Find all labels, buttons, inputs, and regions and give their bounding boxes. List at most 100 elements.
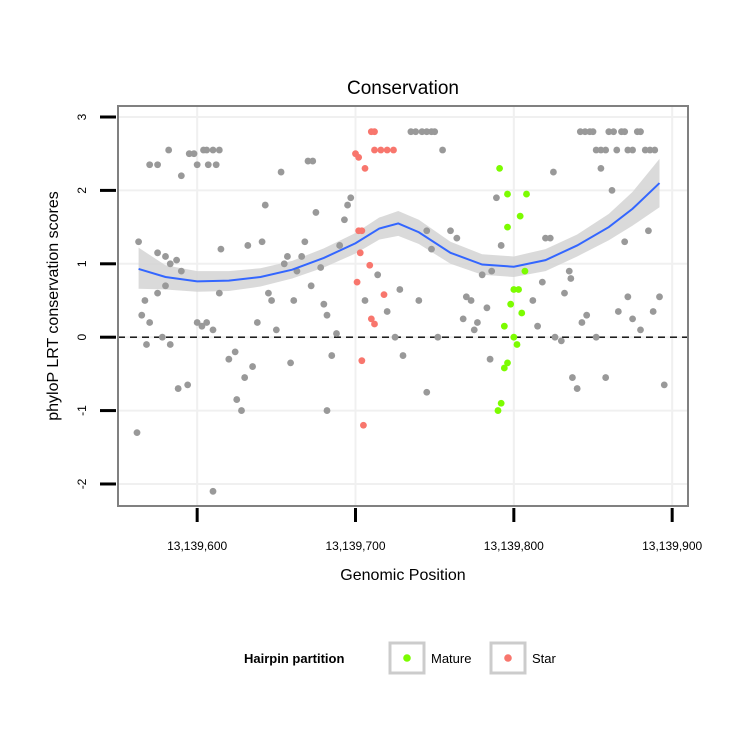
mature-point-10 — [510, 333, 518, 341]
other-point-4 — [143, 341, 150, 348]
other-point-111 — [569, 374, 576, 381]
other-point-22 — [212, 161, 220, 169]
other-point-68 — [347, 194, 355, 202]
other-point-118 — [597, 146, 605, 154]
other-point-79 — [423, 128, 431, 136]
other-point-148 — [209, 487, 217, 495]
other-point-74 — [396, 286, 404, 293]
other-point-70 — [361, 297, 369, 304]
other-point-67 — [344, 201, 351, 209]
star-point-5 — [371, 146, 378, 154]
other-point-96 — [483, 304, 491, 312]
other-point-87 — [439, 146, 446, 154]
other-point-30 — [198, 322, 206, 330]
smooth-fit-layer — [138, 182, 661, 283]
other-point-86 — [434, 333, 442, 341]
x-tick-label-2: 13,139,800 — [484, 539, 544, 553]
other-point-8 — [173, 256, 180, 264]
other-point-82 — [423, 227, 431, 235]
other-point-92 — [467, 297, 475, 304]
legend-entry-mature: Mature — [388, 641, 471, 675]
legend-title: Hairpin partition — [244, 651, 344, 666]
mature-point-12 — [504, 359, 511, 367]
star-point-6 — [377, 146, 385, 154]
mature-point-1 — [504, 190, 511, 198]
other-point-147 — [567, 275, 575, 282]
other-point-62 — [323, 311, 331, 319]
other-point-106 — [550, 168, 557, 176]
other-point-110 — [565, 267, 573, 275]
other-point-63 — [328, 352, 336, 359]
other-point-46 — [268, 297, 275, 304]
mature-point-16 — [521, 267, 529, 275]
mature-point-3 — [504, 223, 511, 231]
star-point-11 — [356, 249, 364, 257]
other-point-27 — [174, 385, 182, 392]
other-point-146 — [602, 374, 610, 381]
other-point-105 — [546, 234, 554, 242]
mature-point-13 — [500, 364, 508, 372]
other-point-104 — [542, 234, 549, 242]
other-point-2 — [138, 311, 146, 319]
other-point-120 — [605, 128, 613, 136]
other-point-24 — [162, 282, 169, 290]
legend-label-star: Star — [532, 651, 557, 666]
other-point-138 — [578, 319, 586, 326]
other-point-135 — [597, 164, 605, 172]
other-point-7 — [166, 260, 174, 268]
other-point-50 — [284, 253, 291, 260]
other-point-100 — [486, 355, 494, 363]
other-point-141 — [629, 315, 636, 323]
other-point-28 — [184, 381, 192, 389]
legend-label-mature: Mature — [431, 651, 471, 666]
other-point-51 — [287, 359, 294, 367]
other-point-90 — [459, 315, 467, 323]
mature-point-5 — [510, 286, 518, 293]
other-point-54 — [298, 253, 306, 260]
star-point-14 — [380, 291, 388, 299]
other-point-14 — [185, 150, 193, 158]
other-point-26 — [166, 341, 174, 348]
other-point-47 — [272, 326, 280, 334]
other-point-21 — [204, 161, 212, 169]
other-point-137 — [583, 311, 591, 319]
other-point-132 — [645, 227, 652, 235]
other-point-140 — [624, 293, 632, 301]
confidence-band — [138, 158, 660, 292]
other-point-15 — [190, 150, 198, 158]
other-point-112 — [573, 385, 581, 392]
star-point-8 — [390, 146, 397, 154]
other-point-39 — [241, 374, 249, 381]
other-point-66 — [341, 216, 348, 224]
other-point-34 — [217, 245, 225, 253]
other-point-44 — [261, 201, 269, 209]
other-point-145 — [660, 381, 668, 389]
other-point-94 — [474, 319, 481, 326]
legend-dot-star — [504, 654, 512, 662]
x-tick-label-0: 13,139,600 — [167, 539, 227, 553]
star-point-7 — [383, 146, 391, 154]
other-point-114 — [581, 128, 589, 136]
other-point-35 — [225, 355, 233, 363]
mature-points — [494, 164, 530, 414]
other-point-99 — [497, 242, 505, 249]
other-point-33 — [215, 289, 223, 297]
other-point-10 — [146, 161, 154, 169]
y-tick-label-3: 1 — [75, 260, 89, 267]
star-points — [352, 128, 397, 429]
other-point-142 — [637, 326, 644, 334]
other-point-72 — [383, 308, 391, 315]
other-point-109 — [561, 289, 568, 297]
other-point-0 — [135, 238, 142, 246]
other-point-43 — [258, 238, 266, 246]
other-point-81 — [431, 128, 439, 136]
confidence-band-layer — [138, 158, 660, 292]
other-point-71 — [374, 271, 382, 279]
other-point-144 — [656, 293, 663, 301]
other-point-1 — [141, 297, 149, 304]
other-point-131 — [651, 146, 659, 154]
other-point-3 — [146, 319, 154, 326]
other-point-89 — [453, 234, 461, 242]
chart-title: Conservation — [347, 78, 459, 99]
other-point-107 — [551, 333, 559, 341]
